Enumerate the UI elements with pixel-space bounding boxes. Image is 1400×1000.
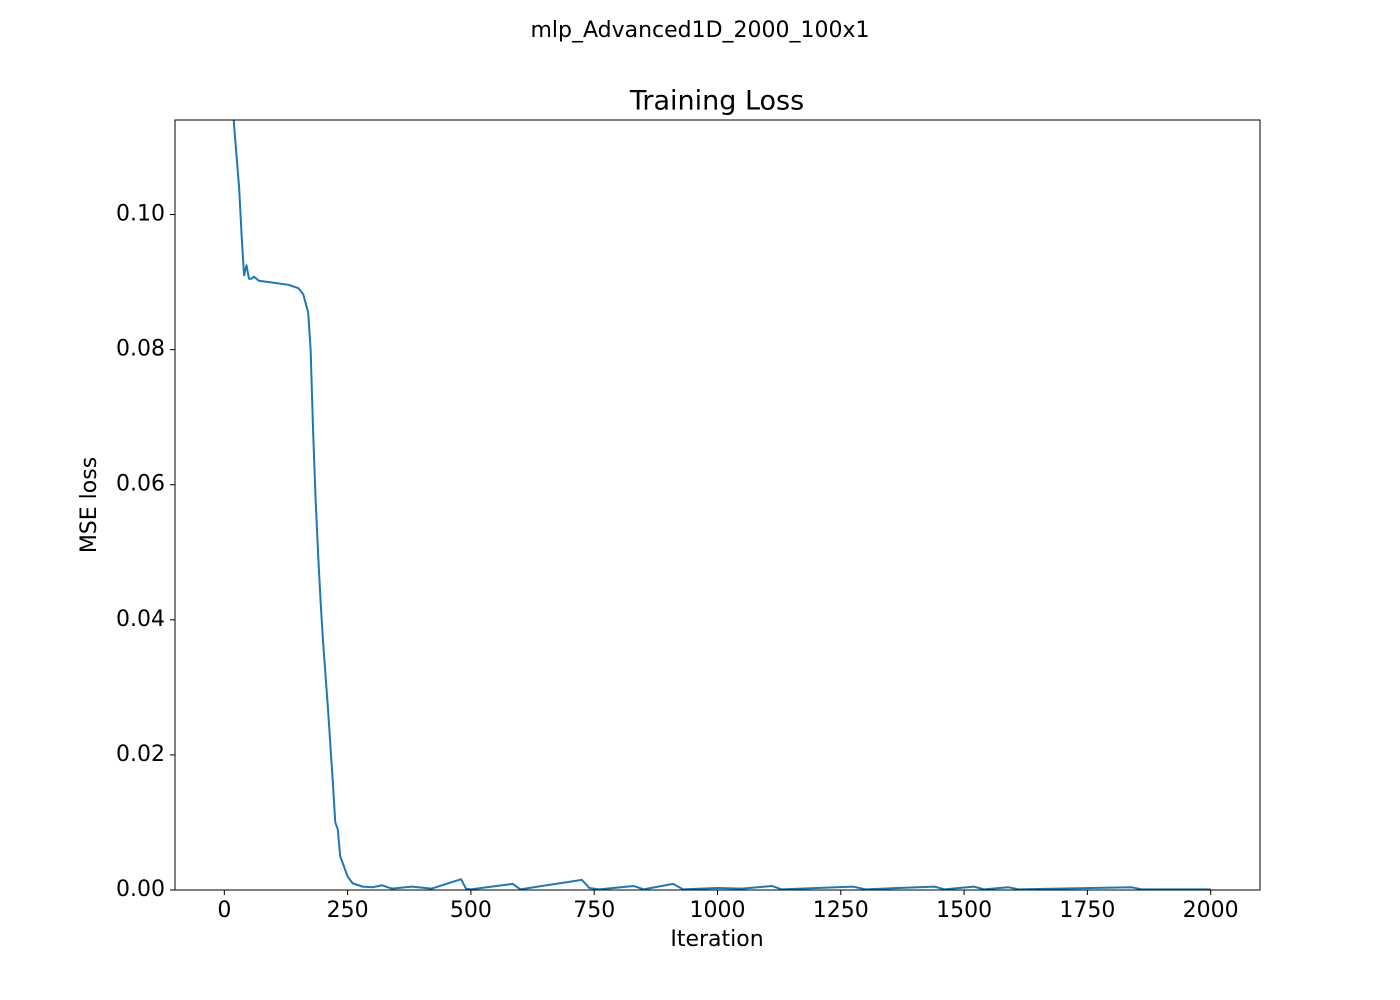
y-tick-label: 0.06 — [116, 472, 165, 497]
x-tick-label: 2000 — [1183, 898, 1239, 923]
x-tick-label: 1750 — [1059, 898, 1115, 923]
x-tick-label: 500 — [450, 898, 492, 923]
loss-line — [232, 120, 1211, 890]
x-tick-label: 750 — [573, 898, 615, 923]
plot-frame — [174, 119, 1261, 891]
y-tick-label: 0.00 — [116, 877, 165, 902]
y-tick-label: 0.10 — [116, 202, 165, 227]
y-axis-label: MSE loss — [77, 457, 102, 553]
x-tick-label: 1500 — [936, 898, 992, 923]
suptitle: mlp_Advanced1D_2000_100x1 — [530, 18, 869, 43]
y-tick-label: 0.04 — [116, 607, 165, 632]
x-tick-label: 1250 — [813, 898, 869, 923]
y-tick-label: 0.08 — [116, 337, 165, 362]
x-tick-label: 0 — [217, 898, 231, 923]
x-tick-label: 1000 — [690, 898, 746, 923]
x-axis-label: Iteration — [670, 927, 763, 952]
y-tick-label: 0.02 — [116, 742, 165, 767]
x-tick-label: 250 — [327, 898, 369, 923]
chart-title: Training Loss — [629, 86, 804, 117]
